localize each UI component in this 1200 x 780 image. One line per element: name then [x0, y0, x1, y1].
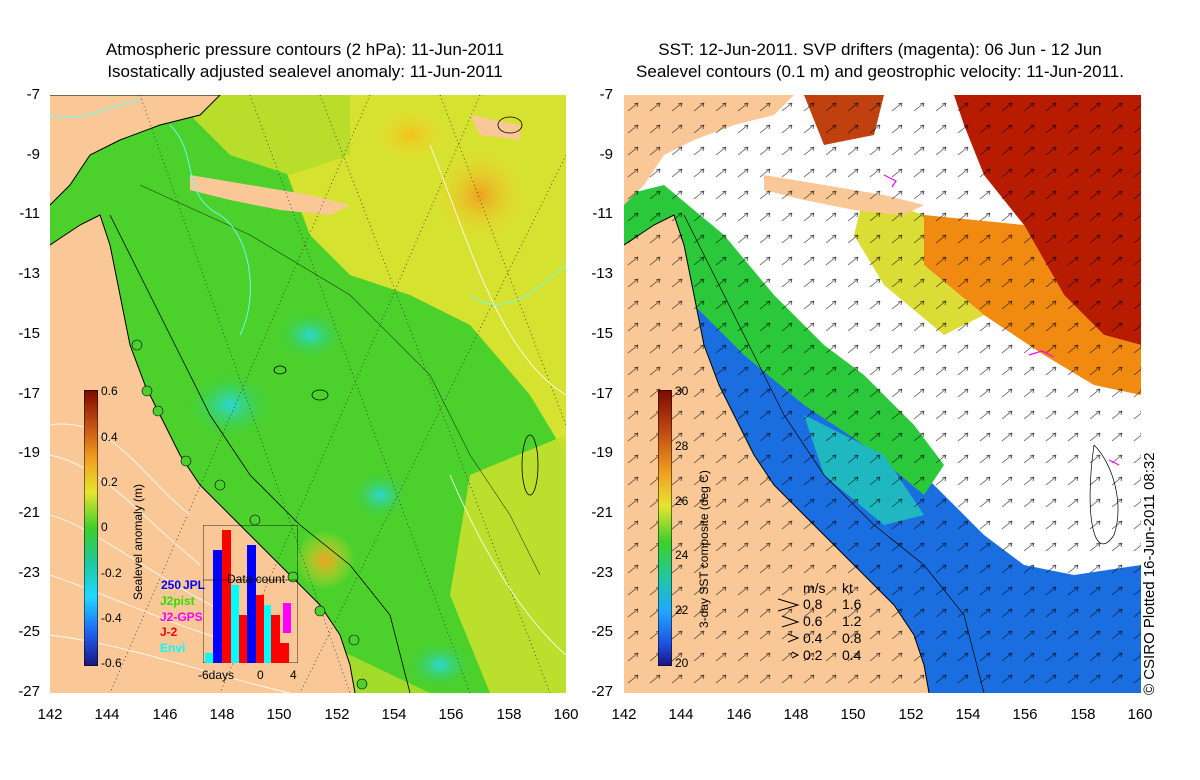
- right-ytick: -23: [591, 564, 613, 581]
- left-cb-tick-0: 0.6: [101, 384, 118, 398]
- left-ytick: -11: [19, 205, 40, 222]
- vel-header-ms: m/s: [803, 580, 826, 596]
- left-xtick: 156: [438, 706, 464, 723]
- left-cb-tick-1: 0.4: [101, 430, 118, 444]
- left-ytick: -19: [18, 444, 40, 461]
- right-colorbar-label: 3-day SST composite (deg C): [697, 470, 711, 628]
- vel-ms-1: 0.6: [803, 613, 823, 629]
- left-ytick: -17: [18, 385, 40, 402]
- vel-kt-3: 0.4: [842, 647, 862, 663]
- inset-count-label: 250: [161, 578, 182, 592]
- vel-ms-0: 0.8: [803, 596, 823, 612]
- velocity-arrows-legend: [777, 598, 800, 659]
- right-cb-tick-5: 20: [675, 656, 689, 670]
- right-ytick: -19: [591, 444, 613, 461]
- vel-kt-0: 1.6: [842, 596, 862, 612]
- left-ytick: -27: [18, 683, 40, 700]
- copyright-text: © CSIRO Plotted 16-Jun-2011 08:32: [1141, 452, 1158, 695]
- legend-jpl: JPL: [183, 578, 206, 592]
- vel-ms-3: 0.2: [803, 647, 823, 663]
- left-cb-tick-2: 0.2: [101, 475, 118, 489]
- left-map: [50, 95, 566, 693]
- left-xtick: 158: [496, 706, 522, 723]
- left-xtick: 154: [381, 706, 407, 723]
- right-cb-tick-2: 26: [675, 494, 689, 508]
- right-ytick: -13: [591, 265, 613, 282]
- inset-bars: [205, 530, 291, 663]
- right-cb-tick-4: 22: [675, 603, 689, 617]
- right-xtick: 148: [783, 706, 809, 723]
- legend-j2pist: J2pist: [160, 594, 195, 608]
- vel-header-kt: kt: [842, 580, 853, 596]
- right-ytick: -15: [591, 325, 613, 342]
- right-xtick: 156: [1012, 706, 1038, 723]
- inset-xtick-2: 4: [290, 668, 297, 682]
- left-ytick: -7: [26, 86, 40, 103]
- right-xtick: 158: [1070, 706, 1096, 723]
- left-colorbar: [84, 390, 98, 666]
- right-ytick: -7: [599, 86, 613, 103]
- left-xtick: 160: [553, 706, 579, 723]
- left-xtick: 150: [266, 706, 292, 723]
- right-ytick: -17: [591, 385, 613, 402]
- inset-xtick-0: -6days: [198, 668, 235, 682]
- left-colorbar-label: Sealevel anomaly (m): [131, 483, 145, 600]
- data-count-inset: [203, 525, 298, 663]
- left-cb-tick-3: 0: [101, 520, 108, 534]
- right-ytick: -27: [591, 683, 613, 700]
- left-xtick: 148: [209, 706, 235, 723]
- right-xtick: 142: [611, 706, 637, 723]
- right-cb-tick-1: 28: [675, 439, 689, 453]
- right-ytick: -21: [591, 504, 613, 521]
- vel-kt-1: 1.2: [842, 613, 862, 629]
- right-xtick: 144: [668, 706, 694, 723]
- left-ytick: -21: [18, 504, 40, 521]
- vel-ms-2: 0.4: [803, 630, 823, 646]
- right-xtick: 160: [1127, 706, 1153, 723]
- left-ytick: -25: [18, 623, 40, 640]
- left-ytick: -15: [18, 325, 40, 342]
- left-ytick: -23: [18, 564, 40, 581]
- left-cb-tick-4: -0.2: [101, 566, 122, 580]
- right-ytick: -25: [591, 623, 613, 640]
- right-xtick: 154: [955, 706, 981, 723]
- legend-envi: Envi: [160, 641, 186, 655]
- left-xtick: 152: [324, 706, 350, 723]
- vel-kt-2: 0.8: [842, 630, 862, 646]
- right-xtick: 150: [840, 706, 866, 723]
- inset-title: Data count: [227, 572, 286, 586]
- right-cb-tick-0: 30: [675, 384, 689, 398]
- left-xtick: 144: [94, 706, 120, 723]
- left-xtick: 142: [37, 706, 63, 723]
- left-cb-tick-6: -0.6: [101, 656, 122, 670]
- left-title-line1: Atmospheric pressure contours (2 hPa): 1…: [105, 40, 505, 59]
- right-cb-tick-3: 24: [675, 548, 689, 562]
- legend-j2: J-2: [160, 625, 178, 639]
- left-cb-tick-5: -0.4: [101, 611, 122, 625]
- left-ytick: -9: [26, 146, 40, 163]
- right-ytick: -11: [592, 205, 613, 222]
- right-title-line1: SST: 12-Jun-2011. SVP drifters (magenta)…: [658, 40, 1102, 59]
- right-ytick: -9: [599, 146, 613, 163]
- inset-xtick-1: 0: [257, 668, 264, 682]
- right-xtick: 152: [898, 706, 924, 723]
- right-title-line2: Sealevel contours (0.1 m) and geostrophi…: [636, 62, 1124, 81]
- right-xtick: 146: [726, 706, 752, 723]
- left-ytick: -13: [18, 265, 40, 282]
- legend-j2gps: J2-GPS: [160, 610, 203, 624]
- right-map: [624, 95, 1141, 693]
- left-xtick: 146: [152, 706, 178, 723]
- left-title-line2: Isostatically adjusted sealevel anomaly:…: [107, 62, 503, 81]
- right-colorbar: [658, 390, 672, 666]
